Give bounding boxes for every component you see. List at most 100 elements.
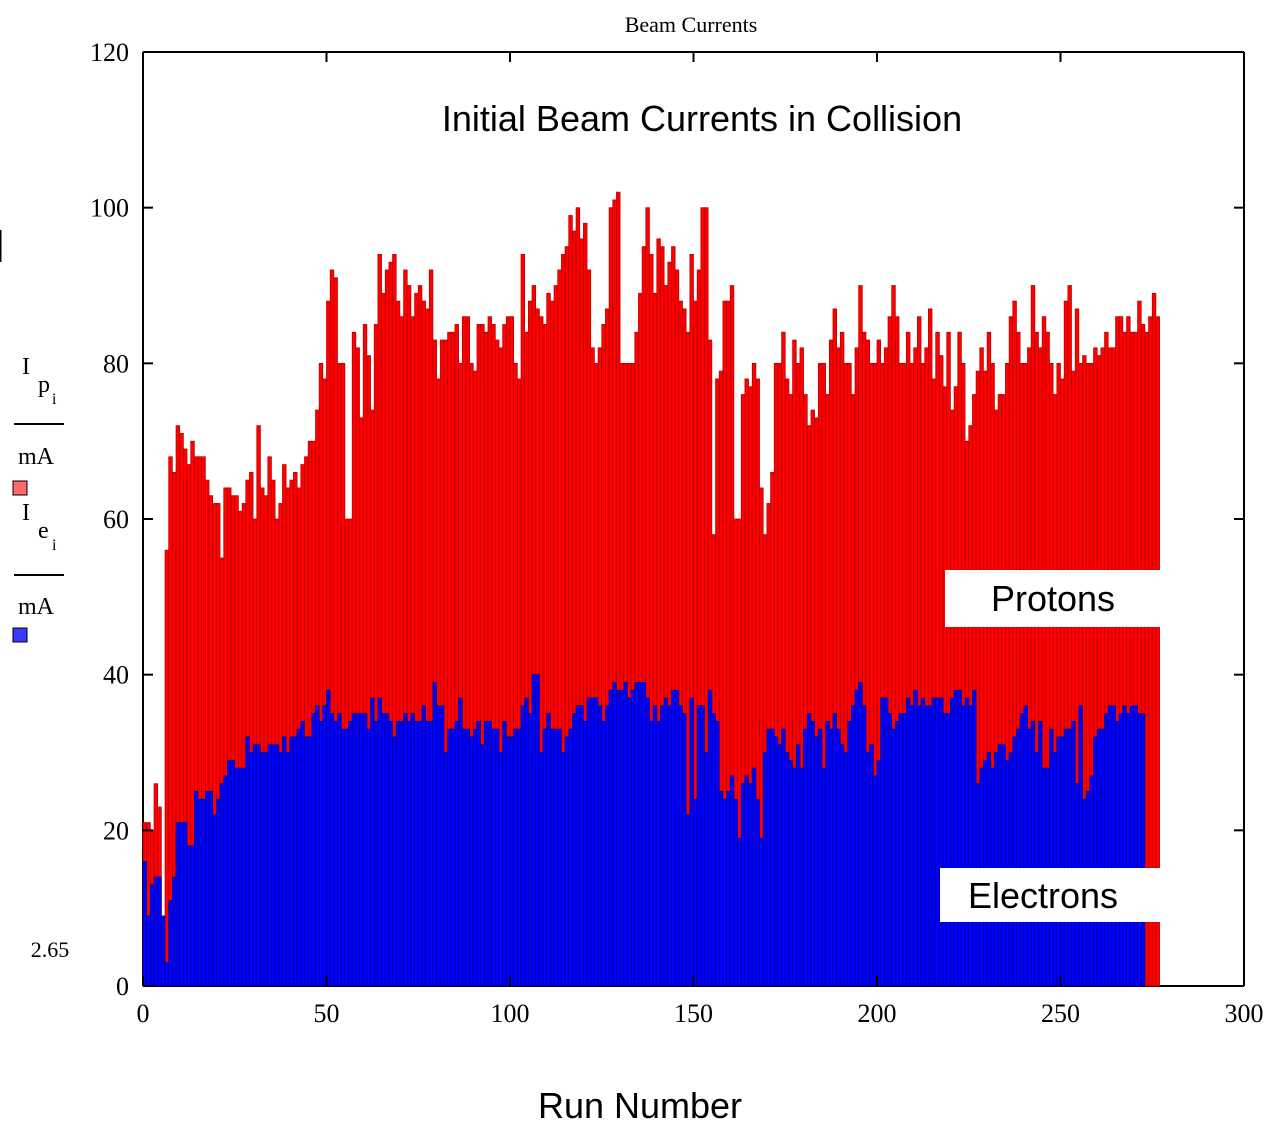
electron-bar [1111, 705, 1116, 987]
electron-bar [564, 736, 570, 987]
electron-bar [649, 721, 654, 987]
electron-bar [847, 721, 852, 987]
x-tick-label: 150 [674, 999, 713, 1028]
electron-bar [781, 728, 786, 987]
electron-bar [740, 783, 746, 987]
electron-bar [252, 744, 258, 987]
electron-bar [715, 721, 720, 987]
electron-bar [619, 689, 625, 987]
electron-bar [891, 728, 896, 987]
electron-bar [935, 697, 940, 987]
electron-bar [744, 775, 749, 987]
electron-bar [825, 721, 830, 987]
electron-bar [656, 721, 661, 987]
electron-bar [876, 759, 882, 987]
electron-bar [909, 705, 915, 987]
electron-bar [928, 705, 933, 987]
electron-bar [641, 682, 647, 987]
electron-bar [788, 759, 793, 987]
electron-bar [861, 705, 867, 987]
electron-bar [223, 775, 228, 987]
electron-bar [370, 697, 375, 987]
y-axis-label-protons: I p i mA [12, 354, 64, 496]
electron-bar [1133, 705, 1138, 987]
electron-bar [946, 713, 951, 987]
electron-bar [425, 721, 430, 987]
electron-bar [660, 705, 665, 987]
electron-bar [689, 697, 694, 987]
electron-bar [241, 767, 247, 987]
electron-bar [652, 705, 658, 987]
electron-bar [329, 713, 335, 987]
electron-bar [814, 736, 819, 987]
window-title: Beam Currents [625, 12, 758, 37]
electron-bar [726, 791, 731, 987]
electron-bar [678, 705, 683, 987]
electron-legend-swatch [12, 627, 28, 643]
electron-bar [854, 689, 859, 987]
electron-bar [153, 876, 159, 987]
proton-subscript: p [38, 372, 50, 398]
electron-symbol: I [22, 500, 30, 526]
electron-bar [421, 705, 426, 987]
electrons-label-box [940, 868, 1180, 922]
electron-bar [157, 876, 162, 987]
electron-bar [546, 713, 551, 987]
electron-bar [869, 744, 874, 987]
electron-bar [318, 721, 324, 987]
electron-bar [285, 752, 291, 987]
electron-bar [700, 705, 705, 987]
electron-index: i [52, 537, 57, 554]
electron-bar [142, 861, 148, 987]
electron-subscript: e [38, 518, 49, 544]
electron-bar [454, 721, 459, 987]
electron-bar [491, 728, 496, 987]
electron-bar [183, 822, 188, 987]
y-tick-label: 40 [103, 661, 129, 690]
electron-bar [601, 721, 606, 987]
proton-bar [164, 549, 170, 987]
electron-bar [972, 689, 977, 987]
electron-bar [190, 845, 195, 987]
electron-bar [278, 752, 283, 987]
proton-legend-swatch [12, 480, 28, 496]
electron-bar [667, 705, 672, 987]
electron-bar [337, 713, 342, 987]
electron-bar [707, 689, 713, 987]
electron-bar [575, 705, 581, 987]
electron-bar [359, 713, 364, 987]
y-tick-label: 0 [116, 972, 129, 1001]
electron-bar [762, 752, 768, 987]
electron-bar [340, 728, 346, 987]
proton-bar [1155, 316, 1160, 987]
electron-bar [373, 721, 379, 987]
electron-bar [417, 721, 423, 987]
electron-bar [630, 689, 636, 987]
electron-bar [381, 713, 386, 987]
electron-bar [256, 744, 261, 987]
electron-bar [289, 736, 294, 987]
electron-bar [450, 728, 456, 987]
electron-bar [1001, 744, 1006, 987]
electron-bar [729, 775, 735, 987]
electron-bar [539, 752, 544, 987]
electron-bar [968, 705, 973, 987]
electron-bar [524, 697, 529, 987]
electron-bar [245, 736, 250, 987]
electron-bar [1126, 713, 1131, 987]
electron-bar [792, 767, 797, 987]
electron-bar [186, 845, 192, 987]
electron-bar [887, 713, 893, 987]
electron-bar [216, 798, 221, 987]
electron-bar [267, 744, 272, 987]
electron-bar [208, 791, 214, 987]
electron-bar [1129, 705, 1135, 987]
electron-bar [766, 728, 771, 987]
electron-bar [961, 705, 966, 987]
electron-bar [645, 697, 650, 987]
electron-bar [388, 721, 393, 987]
electron-bar [535, 674, 540, 987]
electron-bar [362, 713, 368, 987]
electron-bar [384, 713, 390, 987]
